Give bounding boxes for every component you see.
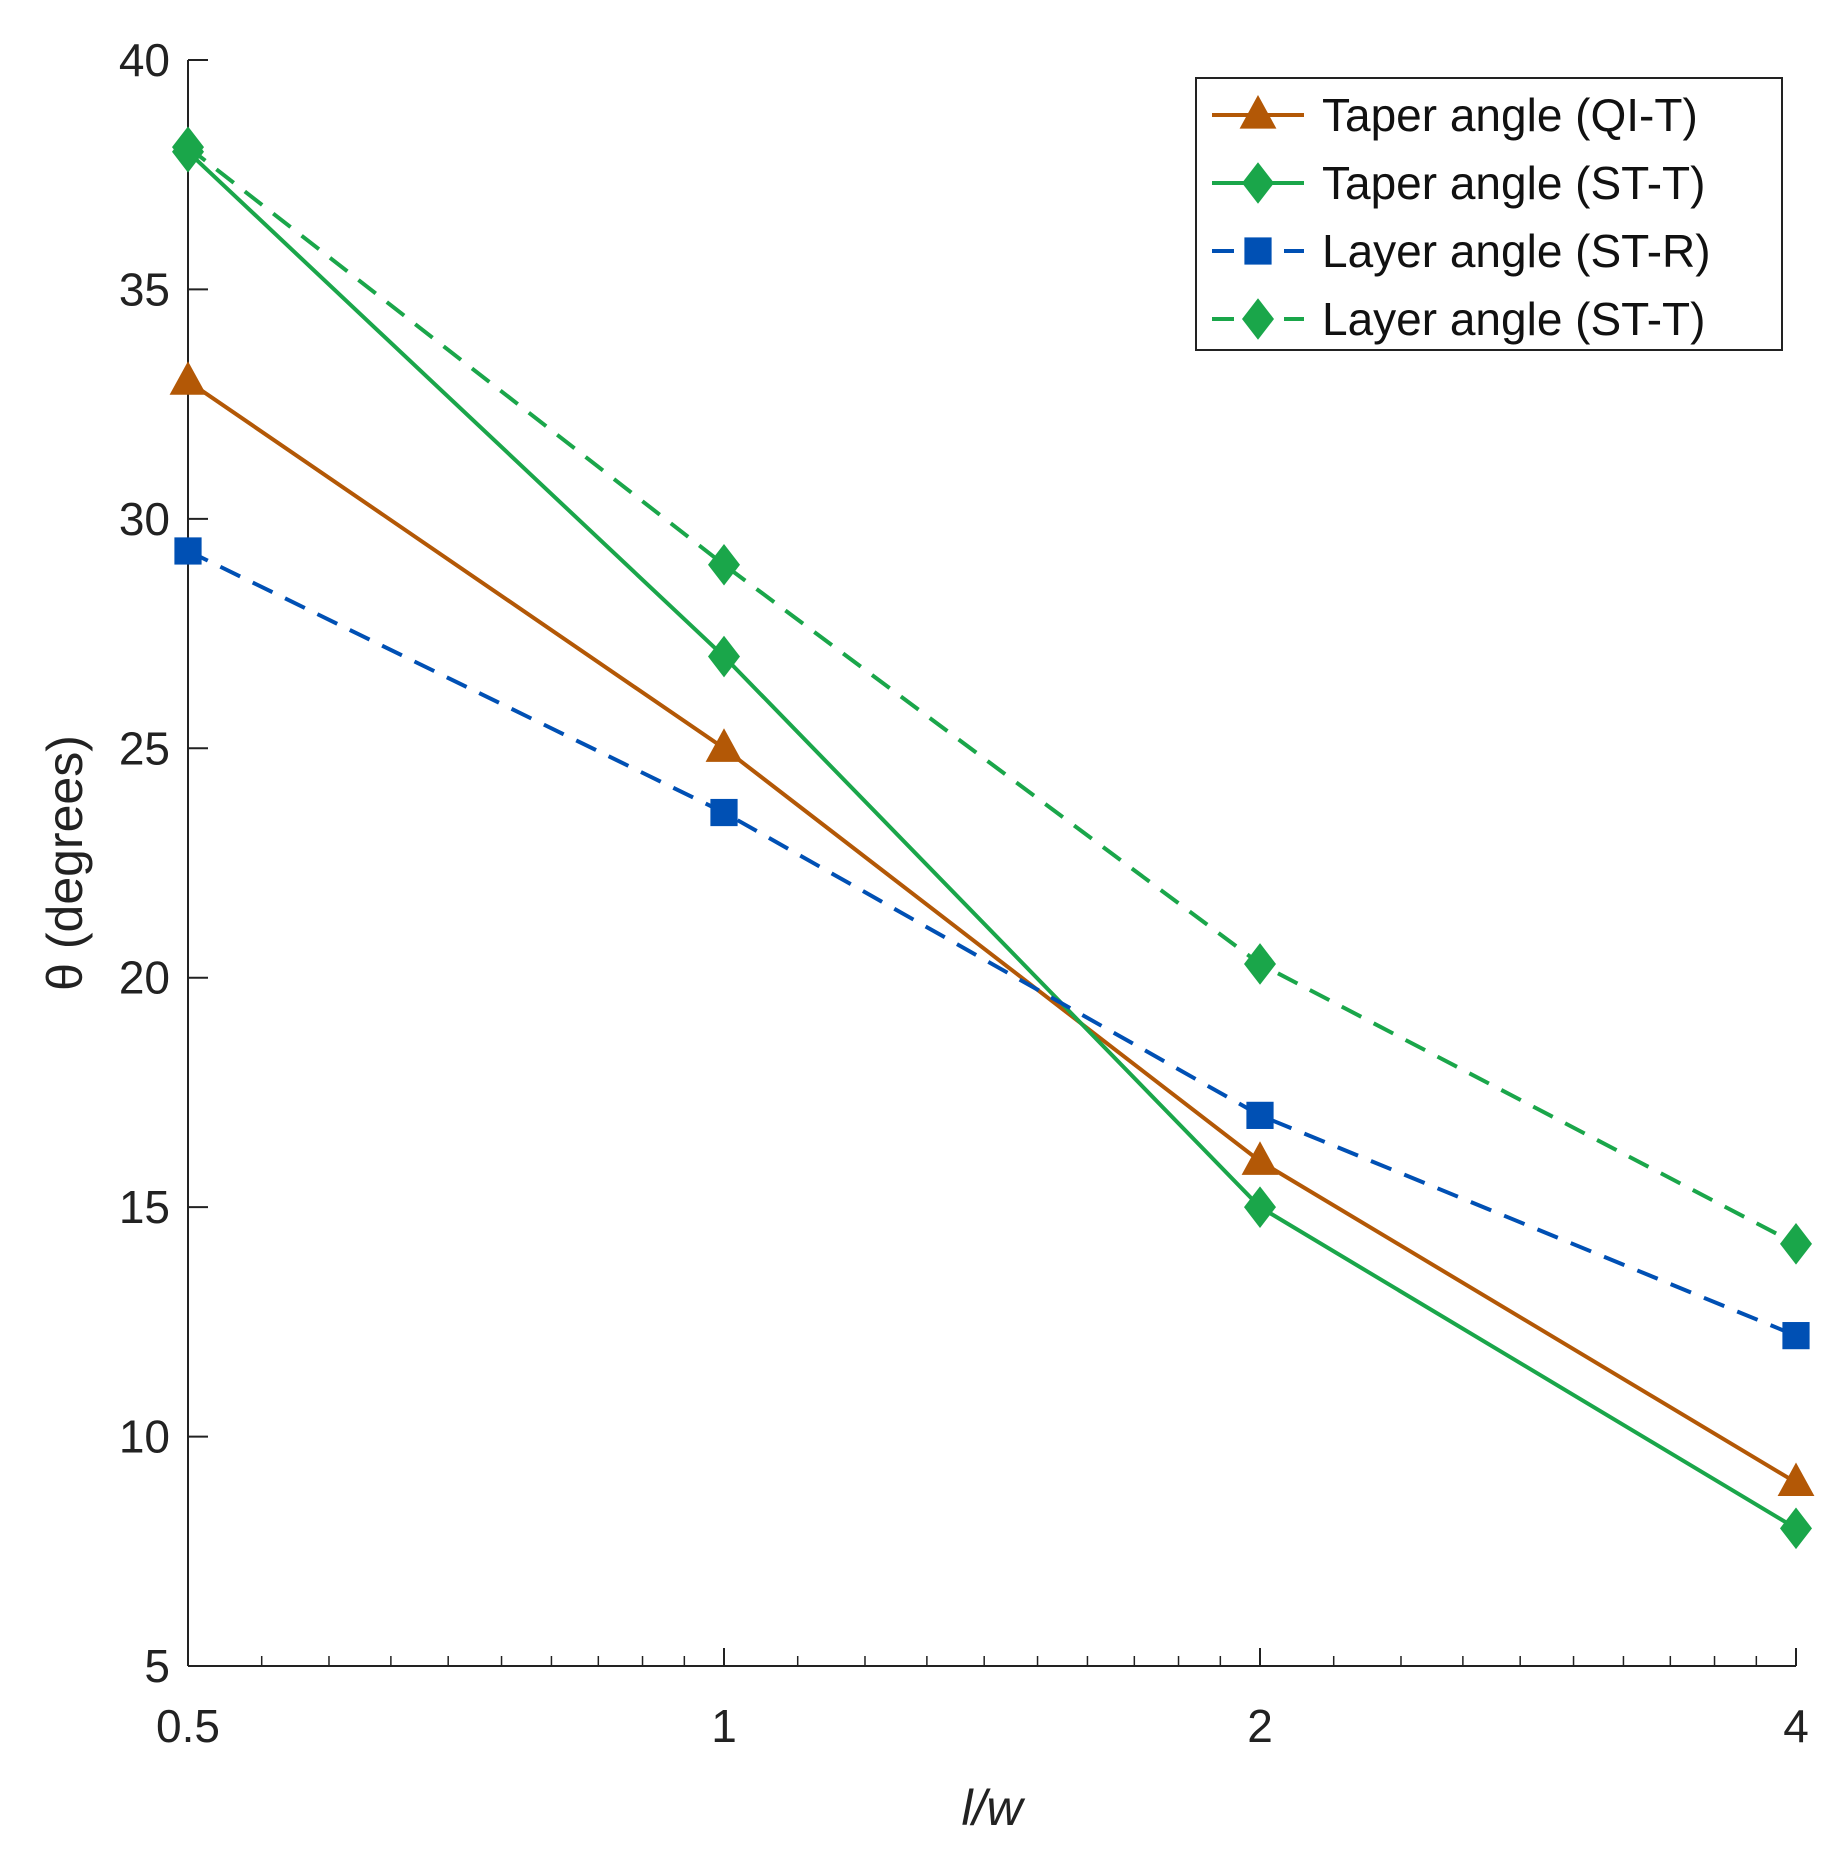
data-point [1777,1462,1815,1497]
series-line [186,150,1798,1531]
data-point [708,635,740,678]
data-point [1241,1141,1279,1175]
data-point [1780,1507,1812,1550]
series-line [187,549,1797,1338]
y-tick-label: 25 [119,722,170,774]
x-axis-label: l/w [961,1780,1025,1836]
y-tick-label: 15 [119,1181,170,1233]
y-ticks: 5 10 15 20 25 30 35 40 [119,34,208,1692]
legend-label: Taper angle (QI-T) [1322,89,1698,141]
legend-swatch-marker [1244,237,1272,265]
legend-swatch-marker [1239,95,1277,129]
legend-item: Taper angle (ST-T) [1212,157,1705,209]
legend-swatch-marker [1242,162,1274,204]
legend-label: Layer angle (ST-R) [1322,225,1711,277]
x-ticks: 0.5 1 2 4 [156,1648,1809,1752]
data-point [172,126,204,168]
y-tick-label: 20 [119,952,170,1004]
y-tick-label: 35 [119,263,170,315]
data-point [705,728,743,762]
series-2 [174,537,1810,1350]
y-tick-label: 5 [144,1640,170,1692]
legend: Taper angle (QI-T) Taper angle (ST-T) Laye… [1195,77,1783,351]
x-tick-label: 2 [1247,1700,1273,1752]
data-point [1244,943,1276,985]
data-point [1246,1101,1274,1129]
y-tick-label: 40 [119,34,170,86]
y-tick-label: 30 [119,493,170,545]
legend-item: Layer angle (ST-R) [1212,225,1711,277]
legend-label: Taper angle (ST-T) [1322,157,1705,209]
series-layer [169,126,1815,1550]
data-point [1780,1223,1812,1265]
data-point [174,537,202,565]
data-point [1782,1322,1810,1350]
series-line [186,145,1797,1246]
series-line [186,379,1798,1485]
data-point [710,798,738,827]
legend-item: Layer angle (ST-T) [1212,293,1705,345]
axes [187,60,1796,1667]
legend-swatch-marker [1242,298,1274,340]
series-3 [172,126,1812,1265]
y-tick-label: 10 [119,1411,170,1463]
legend-item: Taper angle (QI-T) [1212,89,1698,141]
x-tick-label: 0.5 [156,1700,220,1752]
legend-box [1195,77,1783,351]
data-point [708,543,740,586]
y-axis-label: θ (degrees) [37,735,93,991]
legend-label: Layer angle (ST-T) [1322,293,1705,345]
x-tick-label: 1 [711,1700,737,1752]
x-tick-label: 4 [1783,1700,1809,1752]
data-point [1244,1186,1276,1228]
series-0 [169,361,1815,1497]
data-point [169,361,207,395]
